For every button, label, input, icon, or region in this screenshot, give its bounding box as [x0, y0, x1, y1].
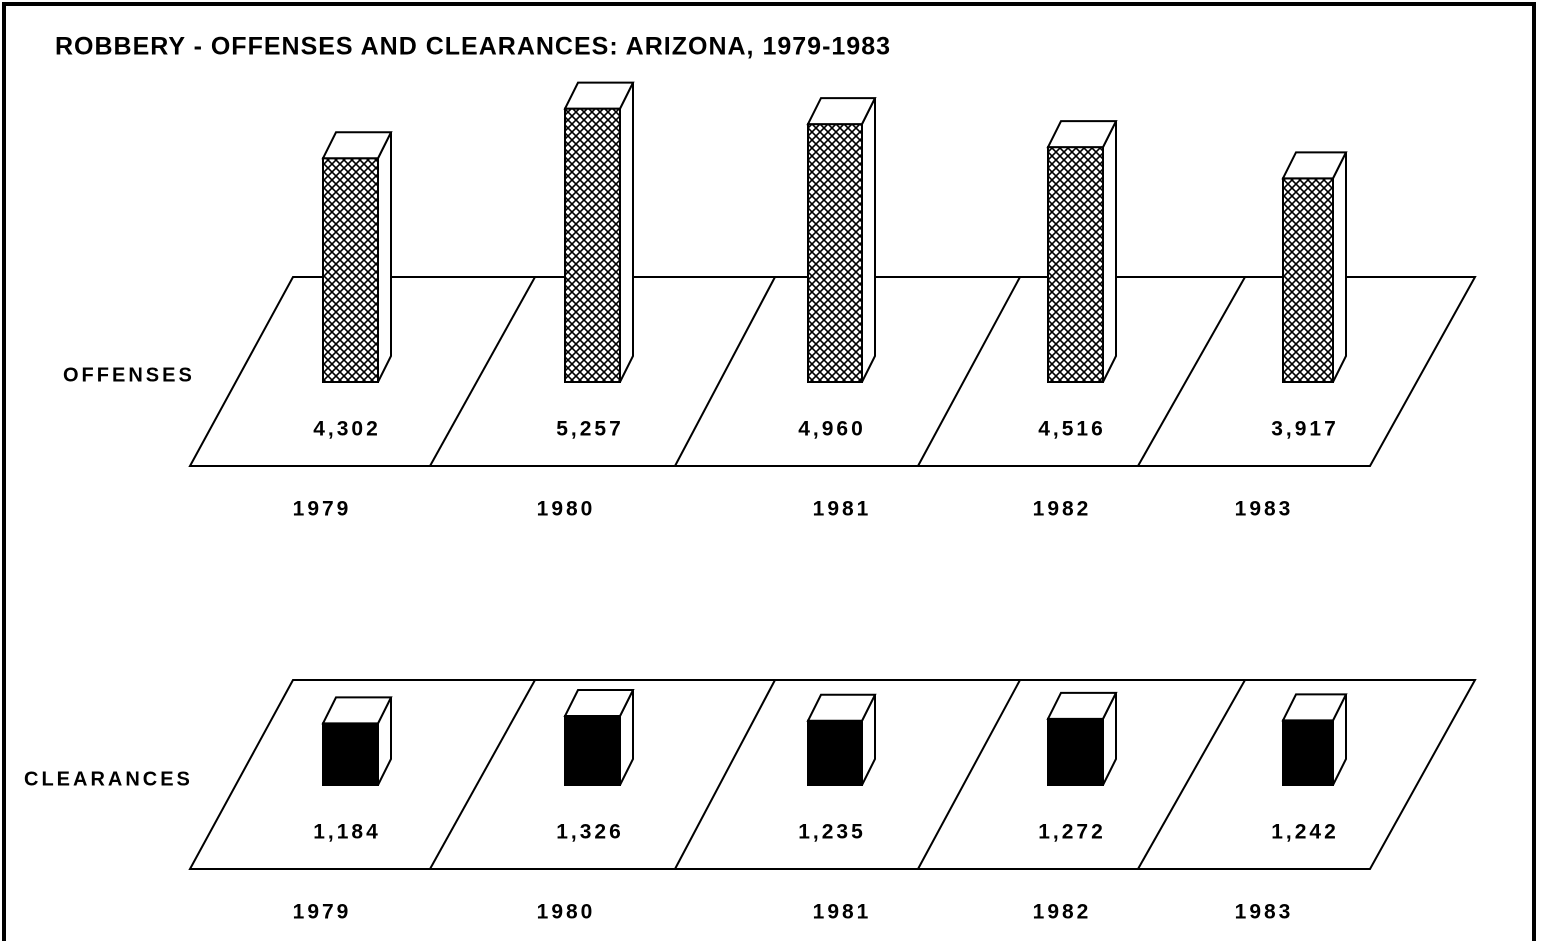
bar-face	[322, 157, 379, 383]
value-label: 1,326	[556, 821, 624, 844]
bar-face	[563, 689, 635, 718]
platform-divider	[1137, 679, 1246, 870]
bar-face	[1046, 120, 1118, 149]
value-label: 1,272	[1038, 821, 1106, 844]
bar-face	[564, 715, 621, 786]
platform-divider	[674, 679, 776, 870]
value-label: 3,917	[1271, 418, 1339, 441]
bar-face	[1282, 177, 1334, 383]
bar-face	[807, 719, 863, 786]
bar-face	[861, 97, 876, 383]
bar-face	[377, 131, 392, 383]
value-label: 4,302	[313, 418, 381, 441]
platform-divider	[429, 679, 536, 870]
bar	[1046, 120, 1118, 383]
bar-face	[563, 81, 635, 110]
x-tick-label: 1981	[813, 901, 872, 924]
bar-face	[1046, 691, 1118, 720]
bar-face	[564, 107, 621, 383]
x-tick-label: 1983	[1235, 498, 1294, 521]
value-label: 1,242	[1271, 821, 1339, 844]
platform-divider	[429, 276, 536, 467]
platform-divider	[917, 679, 1021, 870]
x-tick-label: 1982	[1033, 498, 1092, 521]
x-tick-label: 1981	[813, 498, 872, 521]
bar-face	[1281, 693, 1348, 722]
x-tick-label: 1979	[293, 498, 352, 521]
value-label: 1,235	[798, 821, 866, 844]
x-tick-label: 1980	[537, 498, 596, 521]
bar-face	[619, 82, 634, 383]
bar	[1281, 151, 1348, 383]
bar-face	[1047, 717, 1104, 786]
platform-divider	[1137, 276, 1246, 467]
value-label: 4,960	[798, 418, 866, 441]
bar-face	[807, 123, 863, 383]
series-label: OFFENSES	[63, 364, 195, 386]
bar-face	[806, 97, 877, 126]
bar	[563, 689, 635, 786]
bar-face	[806, 693, 877, 722]
chart-title: ROBBERY - OFFENSES AND CLEARANCES: ARIZO…	[55, 33, 891, 61]
bar-face	[1332, 151, 1347, 383]
platform-divider	[917, 276, 1021, 467]
platform-divider	[674, 276, 776, 467]
bar	[806, 97, 877, 383]
bar	[1046, 691, 1118, 786]
bar-face	[1281, 151, 1348, 180]
bar	[321, 696, 393, 786]
bar-face	[1282, 719, 1334, 786]
value-label: 4,516	[1038, 418, 1106, 441]
bar	[321, 131, 393, 383]
bar	[563, 81, 635, 383]
x-tick-label: 1979	[293, 901, 352, 924]
value-label: 5,257	[556, 418, 624, 441]
x-tick-label: 1980	[537, 901, 596, 924]
bar-face	[322, 722, 379, 786]
bar-face	[1102, 120, 1117, 383]
series-label: CLEARANCES	[24, 768, 193, 790]
x-tick-label: 1982	[1033, 901, 1092, 924]
value-label: 1,184	[313, 821, 381, 844]
bar-face	[321, 131, 393, 160]
x-tick-label: 1983	[1235, 901, 1294, 924]
bar-face	[321, 696, 393, 725]
bar	[1281, 693, 1348, 786]
bar-face	[1047, 146, 1104, 383]
bar	[806, 693, 877, 786]
